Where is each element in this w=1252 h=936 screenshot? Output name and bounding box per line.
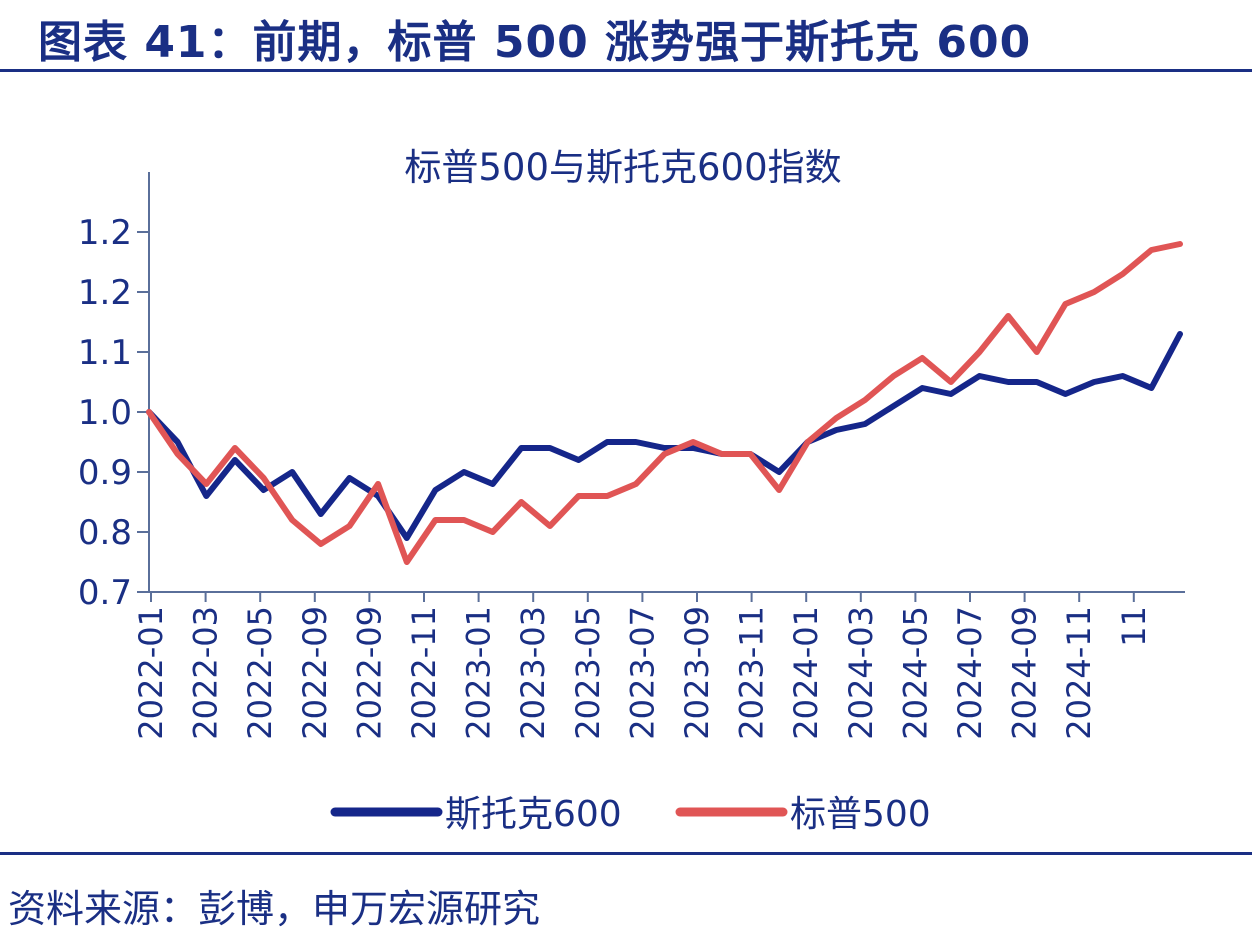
bottom-divider (0, 852, 1252, 855)
x-tick-label: 2024-09 (1006, 606, 1044, 740)
y-tick-label: 0.8 (78, 513, 132, 553)
stoxx600-line (146, 331, 1183, 541)
x-tick-label: 2022-09 (350, 606, 388, 740)
chart-title: 标普500与斯托克600指数 (404, 146, 841, 189)
source-note: 资料来源：彭博，申万宏源研究 (8, 887, 541, 931)
y-tick-label: 1.0 (78, 393, 132, 433)
x-tick-label: 2023-03 (514, 606, 552, 740)
x-tick-label: 2023-11 (733, 606, 771, 740)
x-tick-label: 2024-01 (787, 606, 825, 740)
line-chart: 标普500与斯托克600指数 0.7 0.8 0.9 1.0 1.1 1.2 1.2 2022… (78, 146, 1185, 835)
x-tick-label: 2023-09 (678, 606, 716, 740)
x-tick-label: 11 (1115, 606, 1153, 647)
x-tick-label: 2022-01 (132, 606, 170, 740)
x-tick-label: 2024-03 (842, 606, 880, 740)
x-tick-label: 2023-05 (569, 606, 607, 740)
y-tick-label: 1.1 (78, 333, 132, 373)
series-layer (146, 241, 1183, 565)
x-tick-label: 2024-05 (896, 606, 934, 740)
legend-sp500-label: 标普500 (790, 794, 931, 835)
x-tick-label: 2023-01 (460, 606, 498, 740)
figure-title: 图表 41：前期，标普 500 涨势强于斯托克 600 (38, 17, 1032, 68)
x-tick-label: 2022-11 (405, 606, 443, 740)
legend-stoxx600-label: 斯托克600 (445, 794, 622, 835)
y-tick-label: 1.2 (78, 273, 132, 313)
x-tick-label: 2024-11 (1060, 606, 1098, 740)
x-tick-label: 2024-07 (951, 606, 989, 740)
legend: 斯托克600 标普500 (330, 794, 931, 835)
x-tick-label: 2022-09 (296, 606, 334, 740)
x-tick-label: 2023-07 (623, 606, 661, 740)
y-tick-label: 1.2 (78, 213, 132, 253)
x-tick-label: 2022-05 (241, 606, 279, 740)
sp500-line (146, 241, 1183, 565)
top-divider (0, 69, 1252, 72)
y-tick-label: 0.9 (78, 453, 132, 493)
axes: 0.7 0.8 0.9 1.0 1.1 1.2 1.2 2022-01 2022-03 2022-… (78, 172, 1185, 740)
y-tick-label: 0.7 (78, 573, 132, 613)
x-tick-label: 2022-03 (187, 606, 225, 740)
